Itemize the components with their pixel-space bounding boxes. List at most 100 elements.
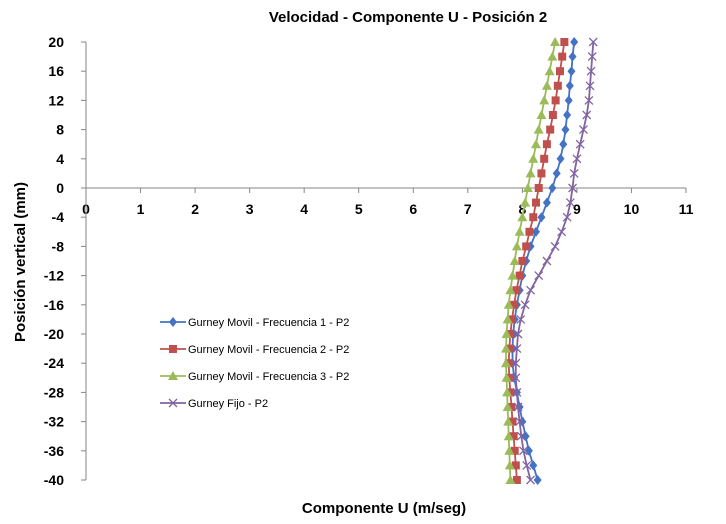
- data-point: [556, 153, 565, 164]
- data-point: [568, 51, 577, 62]
- data-point: [536, 110, 547, 119]
- data-point: [562, 212, 572, 222]
- legend-label: Gurney Movil - Frecuencia 1 - P2: [188, 317, 349, 329]
- data-point: [537, 212, 546, 223]
- data-point: [557, 227, 567, 237]
- series-layer: [501, 37, 598, 485]
- data-point: [587, 52, 597, 62]
- data-point: [502, 387, 513, 397]
- data-point: [507, 270, 518, 280]
- data-point: [552, 168, 561, 179]
- x-tick-label: 8: [518, 201, 526, 217]
- data-point: [503, 416, 514, 426]
- legend-item: Gurney Movil - Frecuencia 3 - P2: [160, 371, 349, 383]
- y-tick-label: 20: [48, 34, 64, 50]
- legend-marker: [168, 371, 178, 380]
- data-point: [588, 37, 598, 47]
- data-point: [547, 51, 558, 61]
- data-point: [502, 402, 513, 411]
- x-tick-label: 1: [137, 201, 145, 217]
- data-point: [522, 460, 532, 470]
- data-point: [561, 124, 570, 135]
- data-point: [553, 81, 562, 90]
- y-tick-label: -32: [44, 414, 64, 430]
- y-tick-label: -12: [44, 268, 64, 284]
- y-tick-label: -36: [44, 443, 64, 459]
- legend-label: Gurney Fijo - P2: [188, 398, 268, 410]
- x-tick-label: 6: [409, 201, 417, 217]
- data-point: [508, 315, 516, 324]
- data-point: [578, 125, 588, 135]
- data-point: [522, 242, 531, 251]
- data-point: [517, 212, 528, 222]
- legend-item: Gurney Fijo - P2: [160, 398, 268, 410]
- y-tick-label: 0: [56, 180, 64, 196]
- data-point: [511, 461, 520, 470]
- y-tick-label: -20: [44, 326, 64, 342]
- data-point: [501, 372, 512, 382]
- y-tick-label: -16: [44, 297, 64, 313]
- data-point: [501, 343, 511, 353]
- data-point: [503, 299, 514, 309]
- data-point: [508, 417, 517, 426]
- y-axis-title: Posición vertical (mm): [12, 182, 29, 342]
- data-point: [514, 226, 525, 236]
- data-point: [524, 445, 533, 456]
- data-point: [544, 66, 555, 76]
- legend-label: Gurney Movil - Frecuencia 2 - P2: [188, 344, 349, 356]
- y-tick-label: -40: [44, 472, 64, 488]
- data-point: [528, 153, 539, 163]
- data-point: [518, 446, 528, 456]
- data-point: [505, 285, 516, 295]
- data-point: [525, 168, 536, 178]
- data-point: [548, 183, 557, 193]
- data-point: [512, 476, 521, 484]
- legend-item: Gurney Movil - Frecuencia 1 - P2: [160, 317, 349, 329]
- y-tick-label: 12: [48, 92, 64, 108]
- data-point: [526, 475, 536, 485]
- data-point: [509, 432, 518, 441]
- data-point: [540, 154, 549, 163]
- data-point: [586, 66, 596, 76]
- data-point: [542, 256, 552, 266]
- data-point: [541, 80, 552, 90]
- series-2: [504, 38, 569, 484]
- data-point: [507, 403, 516, 411]
- data-point: [537, 169, 546, 178]
- y-tick-label: -8: [52, 238, 65, 254]
- data-point: [533, 475, 542, 485]
- data-point: [506, 330, 515, 338]
- legend: Gurney Movil - Frecuencia 1 - P2 Gurney M…: [160, 317, 349, 410]
- data-point: [512, 387, 522, 397]
- data-point: [559, 139, 568, 150]
- x-tick-label: 11: [679, 201, 694, 217]
- data-point: [501, 329, 512, 338]
- data-point: [584, 95, 594, 105]
- data-point: [558, 52, 567, 61]
- data-point: [560, 38, 569, 46]
- data-point: [511, 358, 521, 368]
- data-point: [520, 197, 531, 207]
- data-point: [529, 213, 538, 222]
- x-axis-title: Componente U (m/seg): [302, 500, 466, 517]
- data-point: [501, 358, 511, 368]
- data-point: [565, 80, 574, 91]
- data-point: [532, 226, 540, 237]
- data-point: [534, 184, 543, 192]
- data-point: [506, 388, 515, 397]
- series-3: [501, 37, 561, 484]
- legend-item: Gurney Movil - Frecuencia 2 - P2: [160, 344, 349, 356]
- data-point: [525, 227, 534, 236]
- chart-title: Velocidad - Componente U - Posición 2: [269, 9, 547, 26]
- data-point: [565, 198, 575, 208]
- data-point: [582, 110, 592, 120]
- x-tick-label: 7: [464, 201, 472, 217]
- data-point: [505, 344, 514, 353]
- x-tick-label: 10: [624, 201, 640, 217]
- data-point: [550, 241, 560, 251]
- data-point: [512, 286, 521, 295]
- data-point: [504, 445, 515, 455]
- data-point: [563, 110, 572, 120]
- data-point: [503, 431, 514, 441]
